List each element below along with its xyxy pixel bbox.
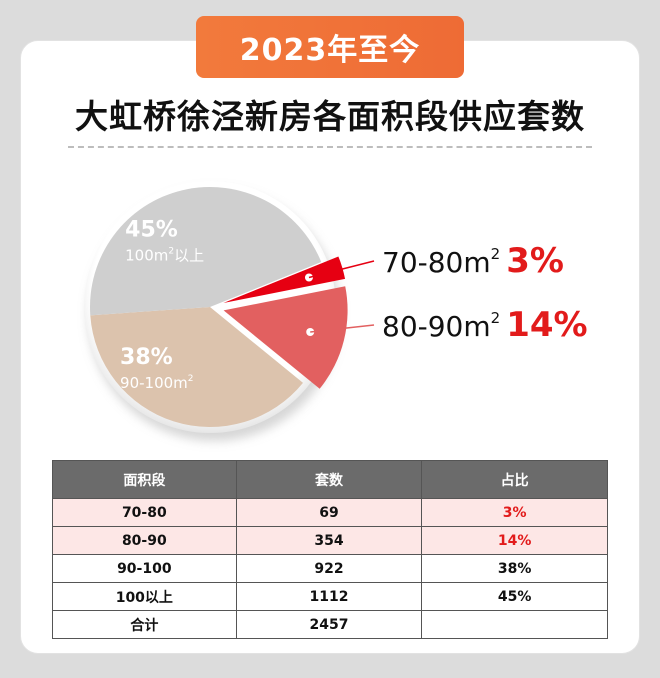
table-cell-count: 2457 — [235, 610, 423, 639]
slice-label-base: 90-100m — [120, 374, 188, 392]
table-cell-range: 90-100 — [52, 554, 237, 583]
table-row: 100以上 1112 45% — [52, 582, 608, 611]
table-cell-count: 69 — [235, 498, 423, 527]
pie-slice-3 — [90, 187, 322, 316]
header-share: 占比 — [421, 460, 608, 499]
table-cell-range: 合计 — [52, 610, 237, 639]
slice-label-sup: 2 — [491, 309, 501, 327]
slice-pct: 45% — [125, 218, 178, 243]
table-cell-range: 100以上 — [52, 582, 237, 611]
table-cell-count: 922 — [235, 554, 423, 583]
slice-label-sup: 2 — [168, 247, 174, 257]
leader-line — [308, 260, 375, 279]
pie-slice-1 — [223, 286, 348, 389]
table-cell-share — [421, 610, 608, 639]
period-tab: 2023年至今 — [196, 16, 464, 78]
table-row: 90-100 922 38% — [52, 554, 608, 583]
table-cell-count: 1112 — [235, 582, 423, 611]
slice-label-base: 100m — [125, 247, 168, 265]
slice-pct: 38% — [120, 345, 173, 370]
slice-label-sup: 2 — [491, 245, 501, 263]
pie-slice-2 — [90, 307, 303, 428]
slice-label-base: 70-80m — [382, 246, 491, 279]
table-cell-share: 14% — [421, 526, 608, 555]
table-cell-share: 45% — [421, 582, 608, 611]
slice-pct: 3% — [506, 241, 564, 281]
table-row: 80-90 354 14% — [52, 526, 608, 555]
table-cell-range: 70-80 — [52, 498, 237, 527]
page-title: 大虹桥徐泾新房各面积段供应套数 — [75, 97, 585, 136]
slice-label: 70-80m2 3% — [382, 241, 564, 281]
table-cell-share: 3% — [421, 498, 608, 527]
slice-pct: 14% — [506, 305, 587, 345]
header-count: 套数 — [235, 460, 423, 499]
supply-table: 面积段 套数 占比 70-80 69 3% 80-90 354 14% 90-100 922 3… — [52, 460, 608, 639]
slice-label: 100m2以上 — [125, 247, 204, 265]
table-cell-share: 38% — [421, 554, 608, 583]
table-cell-range: 80-90 — [52, 526, 237, 555]
slice-label: 80-90m2 14% — [382, 305, 588, 345]
slice-label-base: 80-90m — [382, 310, 491, 343]
table-cell-count: 354 — [235, 526, 423, 555]
pie-slice-0 — [223, 256, 346, 304]
slice-label-suffix: 以上 — [174, 247, 204, 265]
leader-line — [310, 324, 375, 333]
table-row: 合计 2457 — [52, 610, 608, 639]
slice-label: 90-100m2 — [120, 374, 193, 392]
table-header-row: 面积段 套数 占比 — [52, 460, 608, 499]
slice-label-sup: 2 — [188, 374, 194, 384]
table-row: 70-80 69 3% — [52, 498, 608, 527]
table-body: 70-80 69 3% 80-90 354 14% 90-100 922 38% 100以上 111… — [52, 498, 608, 639]
header-range: 面积段 — [52, 460, 237, 499]
dashed-divider — [68, 146, 592, 148]
